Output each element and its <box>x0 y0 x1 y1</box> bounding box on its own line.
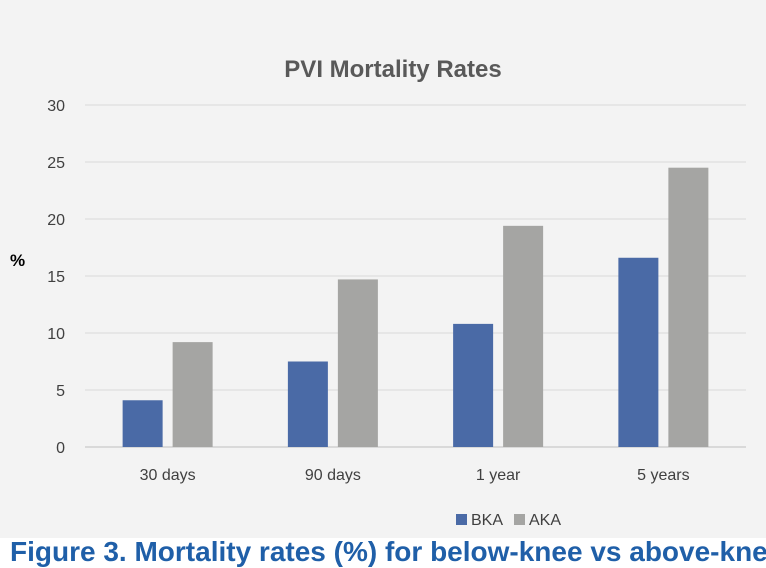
y-axis-label: % <box>10 251 25 270</box>
bar-aka <box>503 225 544 447</box>
figure-caption: Figure 3. Mortality rates (%) for below-… <box>10 536 766 567</box>
y-tick-label: 0 <box>56 440 65 457</box>
bar-bka <box>122 400 163 447</box>
bar-bka <box>287 361 328 447</box>
x-tick-label: 90 days <box>305 467 361 484</box>
x-tick-label: 30 days <box>140 467 196 484</box>
legend-label-aka: AKA <box>529 512 561 529</box>
y-tick-label: 5 <box>56 383 65 400</box>
y-tick-label: 25 <box>47 155 65 172</box>
bar-aka <box>668 167 709 447</box>
y-tick-label: 20 <box>47 212 65 229</box>
legend-swatch-aka <box>514 514 525 525</box>
legend-swatch-bka <box>456 514 467 525</box>
y-tick-label: 30 <box>47 98 65 115</box>
y-tick-label: 10 <box>47 326 65 343</box>
x-tick-label: 5 years <box>637 467 689 484</box>
bar-aka <box>337 279 378 447</box>
bar-aka <box>172 342 213 447</box>
x-tick-label: 1 year <box>476 467 521 484</box>
bar-bka <box>618 257 659 447</box>
y-tick-label: 15 <box>47 269 65 286</box>
bar-bka <box>453 323 494 447</box>
legend-label-bka: BKA <box>471 512 503 529</box>
chart-title: PVI Mortality Rates <box>284 56 501 83</box>
mortality-chart: PVI Mortality Rates% 0 5 10 15 20 25 30 30 days 9… <box>10 56 746 529</box>
